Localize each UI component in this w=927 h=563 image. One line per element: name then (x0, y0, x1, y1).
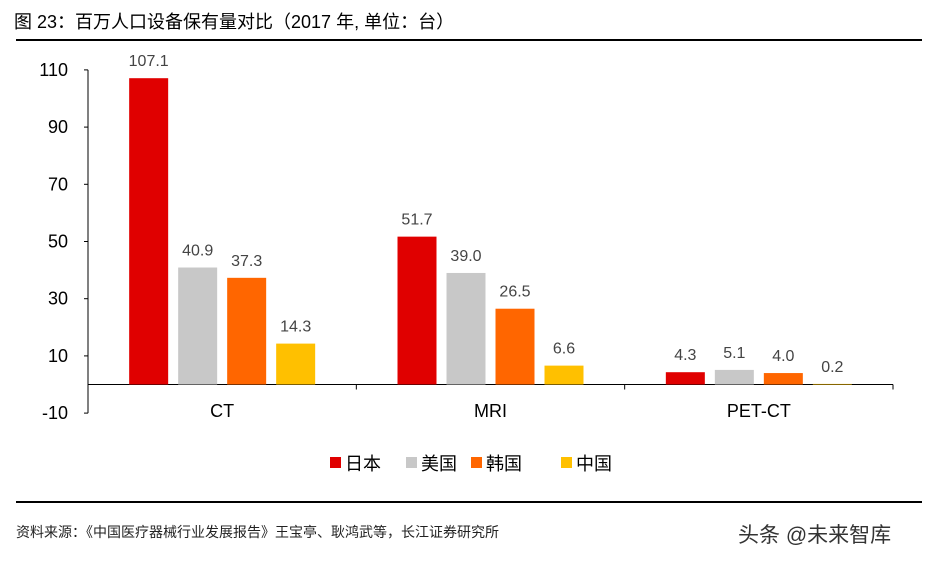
bar-美国-PET-CT (714, 369, 754, 385)
legend-label: 日本 (345, 454, 381, 474)
data-label: 107.1 (129, 53, 169, 70)
y-tick-label: 30 (48, 289, 68, 309)
data-label: 6.6 (553, 341, 575, 358)
legend-label: 美国 (421, 454, 457, 474)
bar-韩国-MRI (495, 308, 535, 385)
bar-美国-MRI (446, 272, 486, 385)
x-tick-label: MRI (474, 401, 507, 421)
bar-美国-CT (178, 267, 218, 385)
data-label: 4.3 (674, 347, 696, 364)
y-tick-label: -10 (42, 403, 68, 423)
data-label: 0.2 (821, 359, 843, 376)
source-note: 资料来源：《中国医疗器械行业发展报告》王宝亭、耿鸿武等，长江证券研究所 (16, 524, 499, 540)
y-tick-label: 70 (48, 174, 68, 194)
y-tick-label: 110 (39, 60, 68, 80)
bar-日本-PET-CT (665, 372, 705, 385)
data-label: 40.9 (182, 243, 213, 260)
y-tick-label: 90 (48, 117, 68, 137)
data-label: 4.0 (772, 348, 794, 365)
bar-中国-CT (276, 343, 316, 385)
title-rule (16, 39, 922, 41)
legend-swatch-美国 (406, 457, 417, 468)
legend-swatch-日本 (330, 457, 341, 468)
data-label: 5.1 (723, 345, 745, 362)
legend-label: 中国 (576, 454, 612, 474)
x-tick-label: PET-CT (727, 401, 791, 421)
figure-title: 图 23：百万人口设备保有量对比（2017 年, 单位：台） (14, 12, 455, 32)
watermark: 头条 @未来智库 (738, 524, 892, 547)
bar-日本-MRI (397, 236, 437, 385)
x-tick-label: CT (210, 401, 234, 421)
y-tick-label: 50 (48, 232, 68, 252)
data-label: 14.3 (280, 319, 311, 336)
y-tick-label: 10 (48, 346, 68, 366)
legend-swatch-中国 (561, 457, 572, 468)
data-label: 37.3 (231, 253, 262, 270)
bar-韩国-CT (227, 277, 267, 385)
bar-日本-CT (129, 78, 169, 385)
legend-label: 韩国 (486, 454, 522, 474)
bar-中国-MRI (544, 365, 584, 385)
bar-韩国-PET-CT (763, 373, 803, 385)
data-label: 51.7 (401, 212, 432, 229)
source-rule (16, 501, 922, 503)
data-label: 26.5 (499, 284, 530, 301)
bar-中国-PET-CT (812, 383, 852, 385)
data-label: 39.0 (450, 248, 481, 265)
legend-swatch-韩国 (471, 457, 482, 468)
